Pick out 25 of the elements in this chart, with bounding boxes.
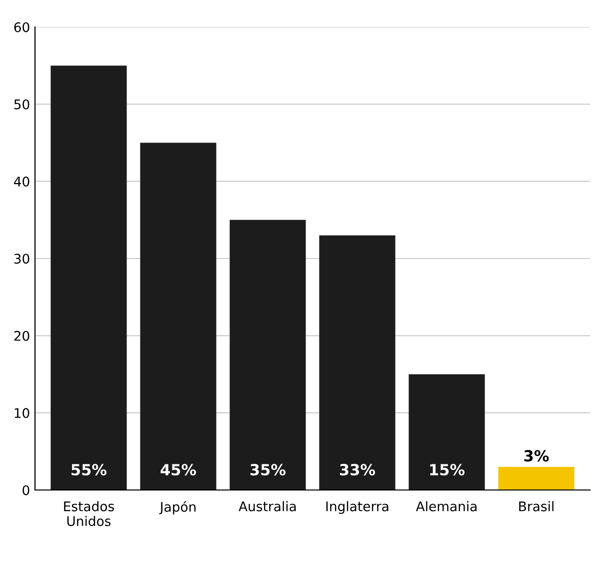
- y-tick-label: 10: [14, 408, 30, 418]
- bar: [50, 66, 127, 490]
- x-tick-label: Australia: [238, 501, 296, 512]
- y-tick-label: 60: [14, 22, 30, 32]
- y-tick-label: 0: [22, 485, 30, 496]
- x-tick-label: Brasil: [519, 501, 554, 512]
- bar: [140, 142, 216, 490]
- bar: [319, 235, 396, 490]
- bar: [498, 466, 574, 490]
- data-label: 3%: [524, 450, 549, 462]
- bar: [230, 220, 306, 490]
- x-tick-label: Japón: [159, 501, 196, 514]
- x-tick-label: Estados Unidos: [64, 501, 114, 526]
- x-tick-label: Inglaterra: [326, 501, 388, 514]
- bar: [408, 374, 485, 490]
- y-tick-label: 30: [14, 254, 30, 264]
- data-label: 45%: [160, 464, 196, 476]
- data-label: 15%: [430, 464, 465, 476]
- x-tick-label: Alemania: [416, 501, 477, 512]
- y-tick-label: 20: [14, 330, 30, 341]
- data-label: 33%: [340, 464, 376, 476]
- data-label: 55%: [72, 464, 107, 476]
- data-label: 35%: [250, 464, 286, 476]
- y-tick-label: 50: [14, 99, 30, 110]
- y-tick-label: 40: [14, 176, 30, 187]
